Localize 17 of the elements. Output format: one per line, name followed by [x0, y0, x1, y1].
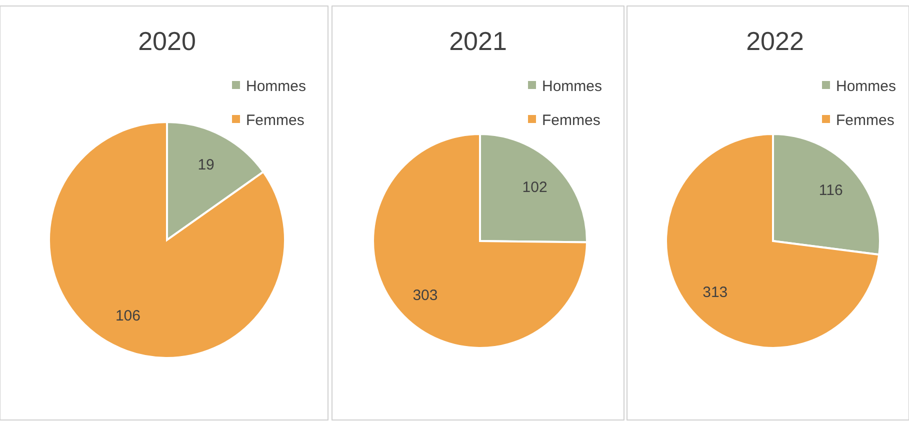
data-label: 303	[412, 287, 438, 304]
pie-slice	[665, 133, 880, 349]
chart-title: 2022	[746, 26, 804, 56]
data-label: 102	[522, 178, 548, 196]
legend-label: Hommes	[542, 78, 602, 95]
data-label: 116	[818, 182, 843, 200]
data-label: 313	[702, 284, 728, 301]
legend-label: Hommes	[246, 78, 306, 95]
legend-label: Hommes	[836, 78, 896, 95]
legend-label: Femmes	[246, 112, 304, 129]
legend-label: Femmes	[542, 112, 600, 129]
legend-label: Femmes	[836, 112, 894, 129]
chart-title: 2020	[138, 26, 196, 56]
data-label: 106	[115, 307, 140, 324]
chart-title: 2021	[449, 26, 507, 56]
pie-slice	[372, 133, 588, 349]
data-label: 19	[198, 156, 214, 174]
